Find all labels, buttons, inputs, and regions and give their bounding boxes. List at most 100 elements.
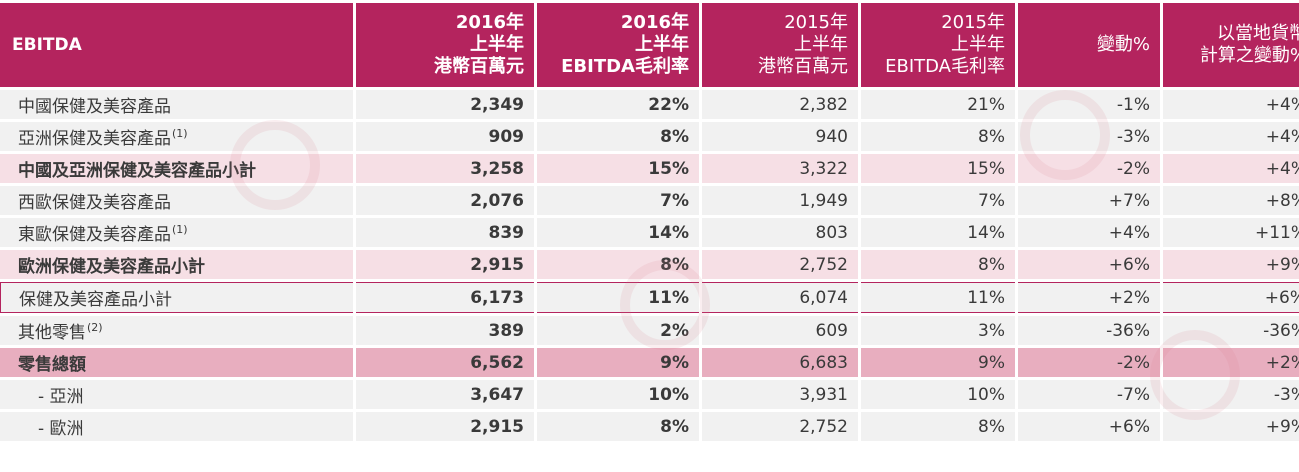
row-label: 其他零售(2) <box>0 316 353 345</box>
row-label: 零售總額 <box>0 348 353 377</box>
row-label-text: 東歐保健及美容產品 <box>18 225 171 245</box>
value-2015-margin: 11% <box>861 282 1015 313</box>
value-2016-hkd: 909 <box>356 122 534 151</box>
row-label: 保健及美容產品小計 <box>0 282 353 313</box>
value-2015-margin: 9% <box>861 348 1015 377</box>
value-local-change: +11% <box>1163 218 1299 247</box>
row-label-text: 歐洲保健及美容產品小計 <box>18 257 205 277</box>
value-2016-hkd: 839 <box>356 218 534 247</box>
value-2015-margin: 7% <box>861 186 1015 215</box>
header-col-2016-margin: 2016年 上半年 EBITDA毛利率 <box>537 3 699 87</box>
footnote-marker: (2) <box>87 321 103 335</box>
row-label-text: 亞洲保健及美容產品 <box>18 129 171 149</box>
row-label: 歐洲保健及美容產品小計 <box>0 250 353 279</box>
value-local-change: +9% <box>1163 412 1299 441</box>
row-label-text: - 亞洲 <box>38 387 84 407</box>
value-2015-hkd: 2,752 <box>702 250 858 279</box>
value-change: +6% <box>1018 250 1160 279</box>
row-label: - 亞洲 <box>0 380 353 409</box>
value-2016-margin: 15% <box>537 154 699 183</box>
value-2016-hkd: 2,915 <box>356 250 534 279</box>
row-label: - 歐洲 <box>0 412 353 441</box>
value-2015-margin: 8% <box>861 122 1015 151</box>
row-label: 中國保健及美容產品 <box>0 90 353 119</box>
value-2015-margin: 8% <box>861 412 1015 441</box>
value-2016-hkd: 2,915 <box>356 412 534 441</box>
header-col-change: 變動% <box>1018 3 1160 87</box>
value-2016-hkd: 3,647 <box>356 380 534 409</box>
header-col-2015-margin: 2015年 上半年 EBITDA毛利率 <box>861 3 1015 87</box>
value-2015-hkd: 3,322 <box>702 154 858 183</box>
value-2016-hkd: 2,349 <box>356 90 534 119</box>
value-change: -36% <box>1018 316 1160 345</box>
value-change: -7% <box>1018 380 1160 409</box>
row-label: 亞洲保健及美容產品(1) <box>0 122 353 151</box>
value-2015-margin: 14% <box>861 218 1015 247</box>
header-label: EBITDA <box>0 3 353 87</box>
value-2016-margin: 8% <box>537 412 699 441</box>
value-local-change: -36% <box>1163 316 1299 345</box>
value-2015-hkd: 609 <box>702 316 858 345</box>
row-label: 西歐保健及美容產品 <box>0 186 353 215</box>
row-label-text: 其他零售 <box>18 323 86 343</box>
value-2016-margin: 10% <box>537 380 699 409</box>
value-2016-hkd: 6,173 <box>356 282 534 313</box>
row-label-text: 西歐保健及美容產品 <box>18 193 171 213</box>
row-label-text: 中國及亞洲保健及美容產品小計 <box>18 161 256 181</box>
value-2016-margin: 8% <box>537 250 699 279</box>
value-change: +4% <box>1018 218 1160 247</box>
value-2015-hkd: 803 <box>702 218 858 247</box>
value-change: -2% <box>1018 348 1160 377</box>
row-label-text: - 歐洲 <box>38 419 84 439</box>
row-label-text: 保健及美容產品小計 <box>19 290 172 310</box>
value-2015-margin: 15% <box>861 154 1015 183</box>
value-2015-margin: 3% <box>861 316 1015 345</box>
value-2016-hkd: 3,258 <box>356 154 534 183</box>
row-label-text: 中國保健及美容產品 <box>18 97 171 117</box>
value-2016-hkd: 6,562 <box>356 348 534 377</box>
value-2015-hkd: 1,949 <box>702 186 858 215</box>
value-2016-hkd: 389 <box>356 316 534 345</box>
value-local-change: +4% <box>1163 90 1299 119</box>
value-change: +7% <box>1018 186 1160 215</box>
header-col-2016-hkd: 2016年 上半年 港幣百萬元 <box>356 3 534 87</box>
value-local-change: +4% <box>1163 154 1299 183</box>
value-2015-hkd: 940 <box>702 122 858 151</box>
value-2015-hkd: 6,074 <box>702 282 858 313</box>
value-local-change: +9% <box>1163 250 1299 279</box>
value-2015-hkd: 2,382 <box>702 90 858 119</box>
value-2016-margin: 8% <box>537 122 699 151</box>
value-2016-margin: 9% <box>537 348 699 377</box>
value-2015-hkd: 6,683 <box>702 348 858 377</box>
value-change: -1% <box>1018 90 1160 119</box>
footnote-marker: (1) <box>172 127 188 141</box>
value-2016-margin: 14% <box>537 218 699 247</box>
footnote-marker: (1) <box>172 223 188 237</box>
value-2016-margin: 11% <box>537 282 699 313</box>
row-label: 中國及亞洲保健及美容產品小計 <box>0 154 353 183</box>
header-col-local-change: 以當地貨幣 計算之變動% <box>1163 3 1299 87</box>
value-local-change: +4% <box>1163 122 1299 151</box>
value-change: -3% <box>1018 122 1160 151</box>
ebitda-table: EBITDA 2016年 上半年 港幣百萬元 2016年 上半年 EBITDA毛利率 2… <box>0 3 1299 441</box>
value-change: -2% <box>1018 154 1160 183</box>
value-local-change: +2% <box>1163 348 1299 377</box>
value-local-change: +6% <box>1163 282 1299 313</box>
value-2016-margin: 22% <box>537 90 699 119</box>
row-label-text: 零售總額 <box>18 355 86 375</box>
header-col-2015-hkd: 2015年 上半年 港幣百萬元 <box>702 3 858 87</box>
value-local-change: +8% <box>1163 186 1299 215</box>
value-2016-margin: 7% <box>537 186 699 215</box>
value-2015-hkd: 2,752 <box>702 412 858 441</box>
value-2016-hkd: 2,076 <box>356 186 534 215</box>
row-label: 東歐保健及美容產品(1) <box>0 218 353 247</box>
value-2015-margin: 10% <box>861 380 1015 409</box>
